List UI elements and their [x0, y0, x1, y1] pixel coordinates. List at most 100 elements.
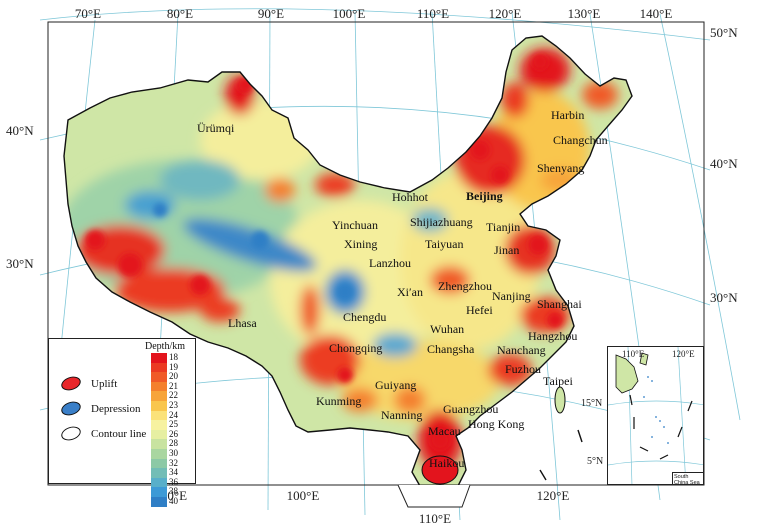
- city-label: Wuhan: [430, 322, 464, 336]
- city-label: Guangzhou: [443, 402, 498, 416]
- city-label: Jinan: [494, 243, 519, 257]
- ramp-label: 18: [169, 352, 178, 362]
- city-label: Yinchuan: [332, 218, 378, 232]
- ramp-cell: [151, 439, 167, 449]
- city-label: Ürümqi: [197, 121, 235, 135]
- top-label: 130°E: [568, 6, 601, 21]
- city-label: Changsha: [427, 342, 475, 356]
- city-label: Taiyuan: [425, 237, 463, 251]
- city-label: Shanghai: [537, 297, 582, 311]
- bottom-label: 90°E: [161, 488, 187, 503]
- city-label: Harbin: [551, 108, 584, 122]
- ramp-label: 24: [169, 409, 178, 420]
- city-label: Hohhot: [392, 190, 429, 204]
- left-label: 40°N: [6, 123, 34, 138]
- ramp-label: 21: [169, 380, 178, 391]
- ramp-cell: [151, 420, 167, 430]
- city-label: Tianjin: [486, 220, 520, 234]
- ramp-label: 40: [169, 495, 178, 506]
- ramp-cell: [151, 353, 167, 363]
- color-ramp: [151, 353, 167, 507]
- legend-item-uplift: Uplift: [59, 374, 118, 393]
- legend-title: Depth/km: [145, 341, 185, 352]
- ramp-label: 38: [169, 486, 178, 497]
- ramp-label: 32: [169, 457, 178, 468]
- inset-south-china-sea: 110°E 120°E 15°N 5°N South China Sea Isl…: [607, 346, 704, 485]
- legend-item-contour: Contour line: [59, 424, 147, 443]
- legend-item-label: Depression: [91, 402, 141, 415]
- legend: Depth/km Uplift Depression Contour line …: [48, 338, 196, 507]
- ramp-label: 36: [169, 476, 178, 487]
- depression-swatch-icon: [59, 399, 83, 418]
- ramp-label: 19: [169, 361, 178, 372]
- taiwan-island: [554, 386, 566, 414]
- color-ramp-labels: 18 19 20 21 22 23 24 25 26 28 30 32 34 36 38 40: [169, 352, 178, 507]
- city-label: Chengdu: [343, 310, 386, 324]
- city-label: Changchun: [553, 133, 608, 147]
- ramp-cell: [151, 381, 167, 392]
- city-label: Fuzhou: [505, 362, 541, 376]
- contour-swatch-icon: [59, 424, 83, 443]
- ramp-label: 34: [169, 467, 178, 478]
- city-label: Macau: [428, 424, 461, 438]
- left-label: 30°N: [6, 256, 34, 271]
- city-labels: Ürümqi Harbin Changchun Shenyang Hohhot …: [197, 108, 608, 470]
- ramp-cell: [151, 496, 167, 507]
- legend-item-depression: Depression: [59, 399, 141, 418]
- ramp-cell: [151, 477, 167, 488]
- city-label: Chongqing: [329, 341, 382, 355]
- city-label: Nanjing: [492, 289, 531, 303]
- top-label: 100°E: [333, 6, 366, 21]
- uplift-swatch-icon: [59, 374, 83, 393]
- city-label: Taipei: [543, 374, 573, 388]
- top-label: 140°E: [640, 6, 673, 21]
- ramp-label: 23: [169, 399, 178, 410]
- ramp-label: 30: [169, 447, 178, 458]
- city-label: Xining: [344, 237, 377, 251]
- ramp-label: 26: [169, 428, 178, 439]
- ramp-cell: [151, 400, 167, 411]
- city-label: Lhasa: [228, 316, 257, 330]
- top-label: 110°E: [417, 6, 449, 21]
- city-label: Hong Kong: [468, 417, 524, 431]
- city-label: Hefei: [466, 303, 493, 317]
- hainan-island: [421, 455, 459, 485]
- top-label: 120°E: [489, 6, 522, 21]
- city-label: Nanchang: [497, 343, 546, 357]
- inset-caption: South China Sea Islands: [672, 472, 703, 484]
- ramp-cell: [151, 448, 167, 459]
- ramp-label: 28: [169, 438, 178, 449]
- ramp-cell: [151, 468, 167, 478]
- bottom-label: 120°E: [537, 488, 570, 503]
- city-label: Lanzhou: [369, 256, 411, 270]
- top-label: 80°E: [167, 6, 193, 21]
- ramp-label: 20: [169, 371, 178, 382]
- ramp-cell: [151, 429, 167, 440]
- ramp-label: 25: [169, 419, 178, 430]
- bottom-label: 110°E: [419, 511, 451, 526]
- city-label: Guiyang: [375, 378, 416, 392]
- ramp-label: 22: [169, 390, 178, 401]
- right-label: 30°N: [710, 290, 738, 305]
- top-label: 70°E: [75, 6, 101, 21]
- bottom-notch: [397, 484, 471, 508]
- ramp-cell: [151, 391, 167, 401]
- ramp-cell: [151, 372, 167, 382]
- ramp-cell: [151, 410, 167, 421]
- ramp-cell: [151, 362, 167, 373]
- inset-lon-label: 110°E: [622, 349, 645, 359]
- city-label: Zhengzhou: [438, 279, 492, 293]
- top-label: 90°E: [258, 6, 284, 21]
- legend-item-label: Contour line: [91, 427, 147, 440]
- ramp-cell: [151, 458, 167, 469]
- right-label: 40°N: [710, 156, 738, 171]
- legend-item-label: Uplift: [91, 377, 118, 390]
- city-label: Kunming: [316, 394, 361, 408]
- city-label: Xi′an: [397, 285, 423, 299]
- city-label: Hangzhou: [528, 329, 577, 343]
- inset-map: 110°E 120°E 15°N 5°N: [608, 347, 703, 484]
- bottom-label: 100°E: [287, 488, 320, 503]
- right-label: 50°N: [710, 25, 738, 40]
- coord-labels: 70°E 80°E 90°E 100°E 110°E 120°E 130°E 1…: [6, 6, 738, 526]
- city-label: Haikou: [429, 456, 464, 470]
